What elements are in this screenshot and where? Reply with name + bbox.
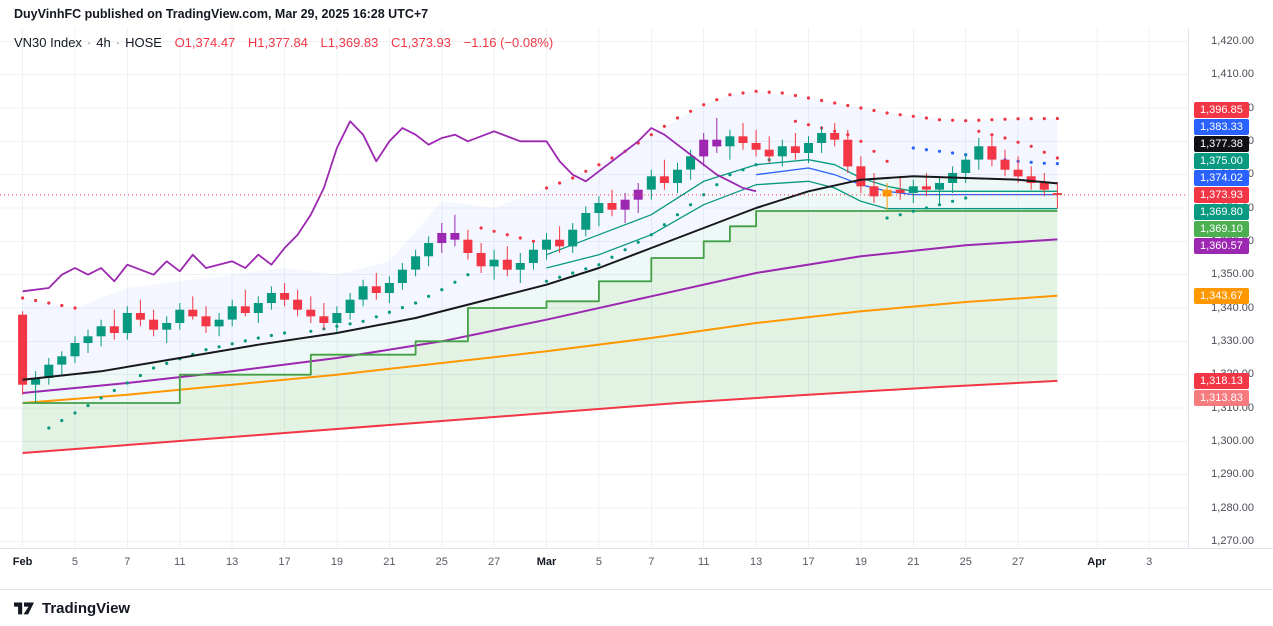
time-tick-label: 17 bbox=[802, 556, 815, 568]
price-tick-label: 1,290.00 bbox=[1211, 468, 1254, 481]
time-tick-label: 5 bbox=[595, 556, 602, 568]
price-badge: 1,374.02 bbox=[1194, 169, 1249, 186]
ohlc-high: H1,377.84 bbox=[247, 35, 308, 50]
price-tick-label: 1,410.00 bbox=[1211, 68, 1254, 81]
time-tick-label: Apr bbox=[1087, 556, 1107, 568]
time-tick-label: 13 bbox=[226, 556, 239, 568]
legend-separator: · bbox=[86, 35, 92, 50]
price-badge: 1,369.80 bbox=[1194, 203, 1249, 220]
time-tick-label: 19 bbox=[330, 556, 344, 568]
time-tick-label: 21 bbox=[907, 556, 920, 568]
price-tick-label: 1,280.00 bbox=[1211, 501, 1254, 514]
time-tick-label: 17 bbox=[278, 556, 291, 568]
time-tick-label: 11 bbox=[174, 556, 186, 568]
symbol-title: VN30 Index bbox=[14, 35, 82, 50]
price-tick-label: 1,420.00 bbox=[1211, 34, 1254, 47]
time-tick-label: Feb bbox=[12, 556, 33, 568]
time-tick-label: 25 bbox=[435, 556, 448, 568]
publish-caption: DuyVinhFC published on TradingView.com, … bbox=[14, 7, 429, 21]
price-badge: 1,375.00 bbox=[1194, 152, 1249, 169]
time-tick-label: 13 bbox=[750, 556, 763, 568]
time-tick-label: 25 bbox=[959, 556, 972, 568]
chart-canvas[interactable] bbox=[0, 28, 1188, 548]
time-axis[interactable]: Feb 5 7 11 13 17 19 21 25 27 Mar 5 7 11 13 17 19 21 25 27 Ap… bbox=[0, 548, 1273, 579]
price-badge: 1,360.57 bbox=[1194, 237, 1249, 254]
ohlc-open: O1,374.47 bbox=[174, 35, 236, 50]
footer-bar: TradingView bbox=[0, 589, 1273, 626]
price-badge: 1,318.13 bbox=[1194, 372, 1249, 389]
ohlc-low: L1,369.83 bbox=[320, 35, 379, 50]
change-value: −1.16 (−0.08%) bbox=[463, 35, 554, 50]
time-tick-label: 7 bbox=[648, 556, 655, 568]
current-price-badge: 1,373.93 bbox=[1194, 186, 1249, 203]
chart-legend: VN30 Index · 4h · HOSE O1,374.47 H1,377.84 L… bbox=[14, 35, 553, 50]
price-badge: 1,383.33 bbox=[1194, 118, 1249, 135]
time-tick-label: 19 bbox=[854, 556, 868, 568]
time-tick-label: 11 bbox=[698, 556, 710, 568]
ohlc-close: C1,373.93 bbox=[391, 35, 451, 50]
price-tick-label: 1,330.00 bbox=[1211, 334, 1254, 347]
price-badge: 1,396.85 bbox=[1194, 101, 1249, 118]
tradingview-logo[interactable] bbox=[13, 598, 35, 618]
price-tick-label: 1,270.00 bbox=[1211, 534, 1254, 547]
price-badge: 1,343.67 bbox=[1194, 287, 1249, 304]
price-tick-label: 1,340.00 bbox=[1211, 301, 1254, 314]
time-tick-label: 27 bbox=[488, 556, 501, 568]
legend-separator: · bbox=[115, 35, 121, 50]
time-tick-label: Mar bbox=[536, 556, 557, 568]
time-tick-label: 3 bbox=[1146, 556, 1153, 568]
price-axis[interactable]: 1,270.00 1,280.00 1,290.00 1,300.00 1,310.00… bbox=[1188, 28, 1273, 548]
time-tick-label: 27 bbox=[1012, 556, 1025, 568]
time-tick-label: 7 bbox=[124, 556, 131, 568]
price-badge: 1,377.38 bbox=[1194, 135, 1249, 152]
exchange-label: HOSE bbox=[125, 35, 162, 50]
time-tick-label: 5 bbox=[71, 556, 78, 568]
chart-plot-area[interactable] bbox=[0, 28, 1188, 548]
price-badge: 1,313.83 bbox=[1194, 389, 1249, 406]
time-tick-label: 21 bbox=[383, 556, 396, 568]
price-tick-label: 1,300.00 bbox=[1211, 434, 1254, 447]
interval-label: 4h bbox=[96, 35, 111, 50]
brand-name[interactable]: TradingView bbox=[42, 599, 131, 617]
price-tick-label: 1,350.00 bbox=[1211, 268, 1254, 281]
price-badge: 1,369.10 bbox=[1194, 220, 1249, 237]
